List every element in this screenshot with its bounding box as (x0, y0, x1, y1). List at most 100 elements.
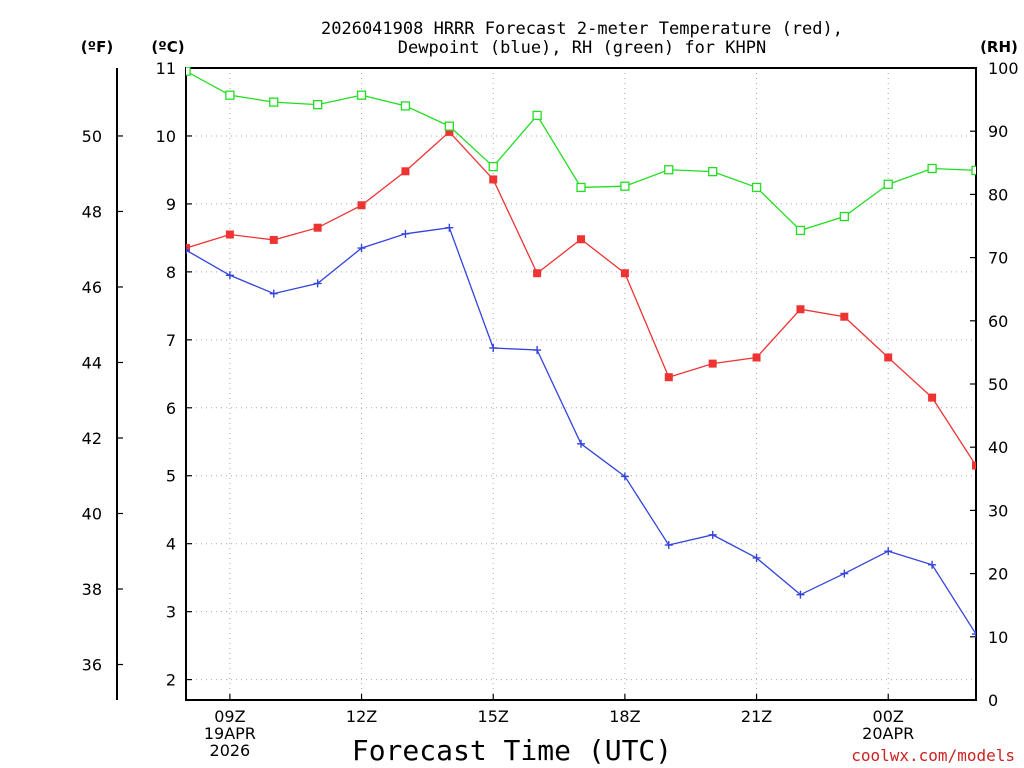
dewpoint-point (357, 244, 366, 253)
temperature-point (313, 223, 322, 232)
dewpoint-point (928, 560, 937, 569)
rh-tick-label: 10 (988, 628, 1008, 647)
gridlines (186, 68, 976, 700)
dewpoint-point (401, 229, 410, 238)
celsius-tick-label: 4 (166, 535, 176, 554)
celsius-tick-label: 10 (156, 127, 176, 146)
temperature-point (796, 305, 805, 314)
fahrenheit-tick-label: 48 (82, 202, 102, 221)
rh-point (795, 225, 806, 236)
temperature-point (357, 201, 366, 210)
dewpoint-point (708, 530, 717, 539)
dewpoint-point (796, 590, 805, 599)
temperature-series (186, 127, 976, 470)
x-tick-label: 12Z (346, 707, 377, 726)
temperature-point (972, 461, 976, 470)
x-axis-label: Forecast Time (UTC) (352, 734, 672, 767)
rh-series (186, 67, 976, 236)
temperature-point (884, 353, 893, 362)
fahrenheit-tick-label: 42 (82, 429, 102, 448)
celsius-tick-label: 9 (166, 195, 176, 214)
dewpoint-point (752, 553, 761, 562)
rh-point (269, 97, 279, 107)
dewpoint-point (972, 630, 976, 639)
rh-point (186, 67, 191, 76)
rh-tick-label: 50 (988, 375, 1008, 394)
x-tick-label: 00Z (873, 707, 904, 726)
fahrenheit-tick-label: 40 (82, 504, 102, 523)
celsius-tick-label: 3 (166, 603, 176, 622)
x-tick-label: 20APR (862, 724, 914, 743)
rh-point (927, 163, 937, 174)
celsius-tick-label: 5 (166, 467, 176, 486)
rh-point (664, 165, 674, 175)
temperature-point (186, 244, 190, 253)
temperature-point (620, 269, 629, 278)
dewpoint-point (445, 223, 454, 232)
dewpoint-point (840, 569, 849, 578)
temperature-point (533, 269, 542, 278)
rh-tick-label: 60 (988, 312, 1008, 331)
dewpoint-point (313, 279, 322, 288)
temperature-point (752, 353, 761, 362)
rh-point (620, 181, 630, 191)
fahrenheit-tick-label: 50 (82, 127, 102, 146)
temperature-point (664, 373, 673, 382)
celsius-unit-label: (ºC) (151, 38, 184, 56)
temperature-point (401, 167, 410, 176)
chart-title: 2026041908 HRRR Forecast 2-meter Tempera… (321, 19, 843, 58)
x-tick-label: 21Z (741, 707, 772, 726)
x-tick-label: 18Z (609, 707, 640, 726)
rh-tick-label: 70 (988, 249, 1008, 268)
fahrenheit-tick-label: 36 (82, 656, 102, 675)
dewpoint-series (186, 223, 976, 639)
rh-point (444, 121, 454, 131)
rh-point (839, 211, 849, 222)
temperature-point (225, 230, 234, 239)
chart-title-line-1: 2026041908 HRRR Forecast 2-meter Tempera… (321, 19, 843, 39)
dewpoint-point (269, 289, 278, 298)
rh-point (313, 100, 323, 110)
x-tick-label: 2026 (210, 741, 251, 760)
dewpoint-point (533, 346, 542, 355)
rh-line (186, 70, 976, 232)
fahrenheit-tick-label: 38 (82, 580, 102, 599)
celsius-tick-label: 6 (166, 399, 176, 418)
temperature-point (269, 235, 278, 244)
rh-point (225, 90, 235, 100)
rh-point (532, 110, 542, 121)
rh-point (400, 101, 411, 111)
rh-point (751, 182, 762, 193)
temperature-point (577, 235, 585, 244)
celsius-tick-label: 11 (156, 59, 176, 78)
celsius-tick-label: 2 (166, 671, 176, 690)
rh-point (883, 179, 893, 189)
celsius-tick-label: 7 (166, 331, 176, 350)
temperature-line (186, 130, 976, 466)
dewpoint-point (489, 343, 498, 352)
watermark: coolwx.com/models (851, 746, 1015, 765)
chart-title-line-2: Dewpoint (blue), RH (green) for KHPN (398, 38, 766, 58)
fahrenheit-tick-label: 46 (82, 278, 102, 297)
x-tick-label: 15Z (478, 707, 509, 726)
rh-tick-label: 20 (988, 565, 1008, 584)
rh-tick-label: 100 (988, 59, 1019, 78)
x-tick-label: 09Z (214, 707, 245, 726)
rh-tick-label: 0 (988, 691, 998, 710)
rh-unit-label: (RH) (980, 38, 1018, 56)
rh-tick-label: 90 (988, 122, 1008, 141)
rh-point (576, 182, 586, 193)
fahrenheit-tick-label: 44 (82, 353, 102, 372)
rh-tick-label: 30 (988, 501, 1008, 520)
celsius-tick-label: 8 (166, 263, 176, 282)
rh-point (971, 165, 976, 176)
temperature-point (489, 175, 498, 184)
dewpoint-line (186, 226, 976, 635)
x-tick-label: 19APR (204, 724, 256, 743)
data-series (186, 67, 976, 639)
dewpoint-point (620, 472, 629, 481)
dewpoint-point (225, 271, 234, 280)
rh-tick-label: 80 (988, 185, 1008, 204)
